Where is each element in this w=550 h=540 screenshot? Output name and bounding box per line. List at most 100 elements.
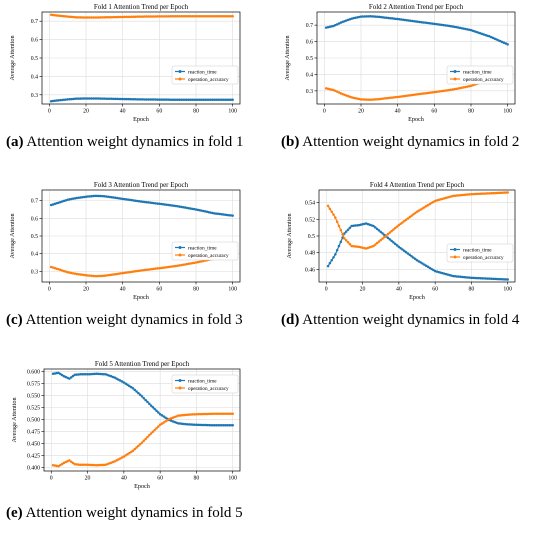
chart-fold-3: 0 20 40 60 80 100 0.3 0.4 0.5 0.6 0.7 Fold 3 Attent… xyxy=(9,181,241,301)
data-point-operation-accuracy xyxy=(132,270,135,273)
data-point-reaction-time xyxy=(497,277,500,281)
data-point-operation-accuracy xyxy=(488,192,491,195)
data-point-operation-accuracy xyxy=(423,92,427,95)
data-point-operation-accuracy xyxy=(462,193,466,197)
data-point-operation-accuracy xyxy=(49,13,53,17)
data-point-operation-accuracy xyxy=(57,464,60,468)
data-point-operation-accuracy xyxy=(141,269,145,272)
data-point-operation-accuracy xyxy=(184,413,187,417)
data-point-reaction-time xyxy=(77,97,80,100)
chart-title: Fold 3 Attention Trend per Epoch xyxy=(94,181,189,189)
data-point-reaction-time xyxy=(114,196,117,200)
data-point-reaction-time xyxy=(119,197,123,200)
data-point-reaction-time xyxy=(225,213,229,217)
data-point-operation-accuracy xyxy=(106,16,110,19)
data-point-reaction-time xyxy=(68,98,71,101)
data-point-operation-accuracy xyxy=(411,93,414,97)
data-point-reaction-time xyxy=(99,372,102,376)
data-point-reaction-time xyxy=(457,275,460,278)
chart-fold-5: 0 20 40 60 80 100 0.400 0.425 0.450 0.475 0.500 0.5… xyxy=(11,360,241,490)
data-point-reaction-time xyxy=(449,24,453,28)
data-point-reaction-time xyxy=(461,275,464,279)
data-point-reaction-time xyxy=(231,98,234,102)
y-tick-label: 0.48 xyxy=(305,251,315,257)
data-point-operation-accuracy xyxy=(165,265,168,269)
data-point-reaction-time xyxy=(145,200,148,204)
data-point-operation-accuracy xyxy=(390,96,394,99)
x-tick-label: 100 xyxy=(228,109,237,115)
data-point-reaction-time xyxy=(365,15,368,18)
data-point-reaction-time xyxy=(92,97,95,100)
data-point-operation-accuracy xyxy=(374,243,377,246)
data-point-operation-accuracy xyxy=(429,91,432,94)
x-axis-label: Epoch xyxy=(133,116,150,123)
data-point-operation-accuracy xyxy=(88,274,91,277)
data-point-reaction-time xyxy=(502,278,506,281)
x-tick-label: 40 xyxy=(120,287,126,293)
data-point-operation-accuracy xyxy=(384,234,388,237)
legend-box xyxy=(446,65,514,85)
y-tick-label: 0.6 xyxy=(31,216,38,222)
panel-fold-2: 0 20 40 60 80 100 0.3 0.4 0.5 0.6 0.7 Fold 2 Attent… xyxy=(275,0,550,130)
data-point-reaction-time xyxy=(136,98,139,101)
data-point-operation-accuracy xyxy=(136,269,139,273)
y-tick-label: 0.425 xyxy=(27,454,40,460)
y-axis-label: Average Attention xyxy=(9,213,16,258)
data-point-operation-accuracy xyxy=(410,214,413,218)
x-tick-label: 40 xyxy=(395,109,401,115)
data-point-operation-accuracy xyxy=(484,192,488,195)
data-point-operation-accuracy xyxy=(375,241,379,245)
data-point-operation-accuracy xyxy=(103,16,106,19)
data-point-operation-accuracy xyxy=(392,96,396,99)
data-point-reaction-time xyxy=(332,256,335,259)
data-point-operation-accuracy xyxy=(121,15,124,19)
data-point-reaction-time xyxy=(75,196,79,200)
data-point-reaction-time xyxy=(412,20,416,23)
chart-title: Fold 1 Attention Trend per Epoch xyxy=(94,3,189,11)
y-tick-label: 0.4 xyxy=(31,74,38,80)
x-axis-label: Epoch xyxy=(133,294,150,301)
data-point-operation-accuracy xyxy=(150,15,154,18)
data-point-reaction-time xyxy=(378,15,381,19)
data-point-reaction-time xyxy=(389,16,392,20)
data-point-operation-accuracy xyxy=(90,16,93,19)
data-point-reaction-time xyxy=(139,98,143,101)
data-point-operation-accuracy xyxy=(182,413,185,417)
data-point-operation-accuracy xyxy=(191,413,195,416)
data-point-operation-accuracy xyxy=(379,238,382,242)
data-point-operation-accuracy xyxy=(372,98,376,101)
data-point-operation-accuracy xyxy=(423,206,426,209)
data-point-reaction-time xyxy=(106,195,110,198)
data-point-reaction-time xyxy=(466,276,470,279)
data-point-operation-accuracy xyxy=(143,268,146,272)
data-point-operation-accuracy xyxy=(161,15,165,18)
data-point-reaction-time xyxy=(418,20,421,24)
data-point-operation-accuracy xyxy=(93,463,97,467)
data-point-operation-accuracy xyxy=(157,425,160,428)
data-point-reaction-time xyxy=(197,423,200,427)
data-point-reaction-time xyxy=(172,204,176,208)
data-point-reaction-time xyxy=(155,409,158,413)
data-point-reaction-time xyxy=(132,199,135,202)
data-point-reaction-time xyxy=(231,424,234,427)
data-point-operation-accuracy xyxy=(100,463,104,467)
data-point-operation-accuracy xyxy=(164,420,167,423)
legend-label: reaction_time xyxy=(463,247,492,253)
data-point-operation-accuracy xyxy=(153,428,156,432)
data-point-operation-accuracy xyxy=(374,98,377,101)
data-point-reaction-time xyxy=(490,277,493,280)
data-point-reaction-time xyxy=(370,15,374,18)
data-point-reaction-time xyxy=(214,212,218,215)
data-point-operation-accuracy xyxy=(131,449,135,453)
data-point-operation-accuracy xyxy=(412,93,416,96)
data-point-operation-accuracy xyxy=(447,88,451,92)
data-point-reaction-time xyxy=(51,99,55,103)
y-tick-label: 0.5 xyxy=(31,234,38,240)
data-point-operation-accuracy xyxy=(193,413,196,416)
data-point-operation-accuracy xyxy=(421,207,424,210)
data-point-operation-accuracy xyxy=(386,232,390,236)
data-point-reaction-time xyxy=(133,388,136,392)
data-point-operation-accuracy xyxy=(112,273,115,276)
data-point-reaction-time xyxy=(328,261,332,265)
data-point-reaction-time xyxy=(189,423,193,426)
